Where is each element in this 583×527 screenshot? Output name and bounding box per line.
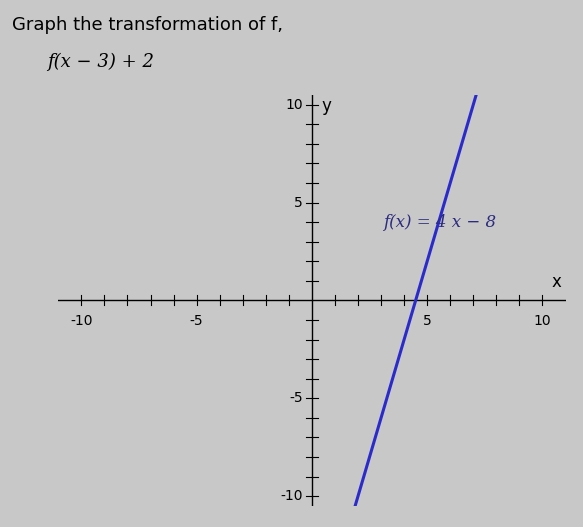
Text: 10: 10 — [285, 97, 303, 112]
Text: 5: 5 — [423, 314, 431, 328]
Text: -10: -10 — [280, 489, 303, 503]
Text: -10: -10 — [70, 314, 93, 328]
Text: y: y — [321, 97, 331, 115]
Text: 10: 10 — [533, 314, 552, 328]
Text: f(x) = 4 x − 8: f(x) = 4 x − 8 — [384, 213, 497, 231]
Text: -5: -5 — [289, 391, 303, 405]
Text: f(x − 3) + 2: f(x − 3) + 2 — [47, 53, 154, 71]
Text: -5: -5 — [190, 314, 203, 328]
Text: x: x — [551, 272, 561, 290]
Text: 5: 5 — [294, 196, 303, 210]
Text: Graph the transformation of f,: Graph the transformation of f, — [12, 16, 283, 34]
